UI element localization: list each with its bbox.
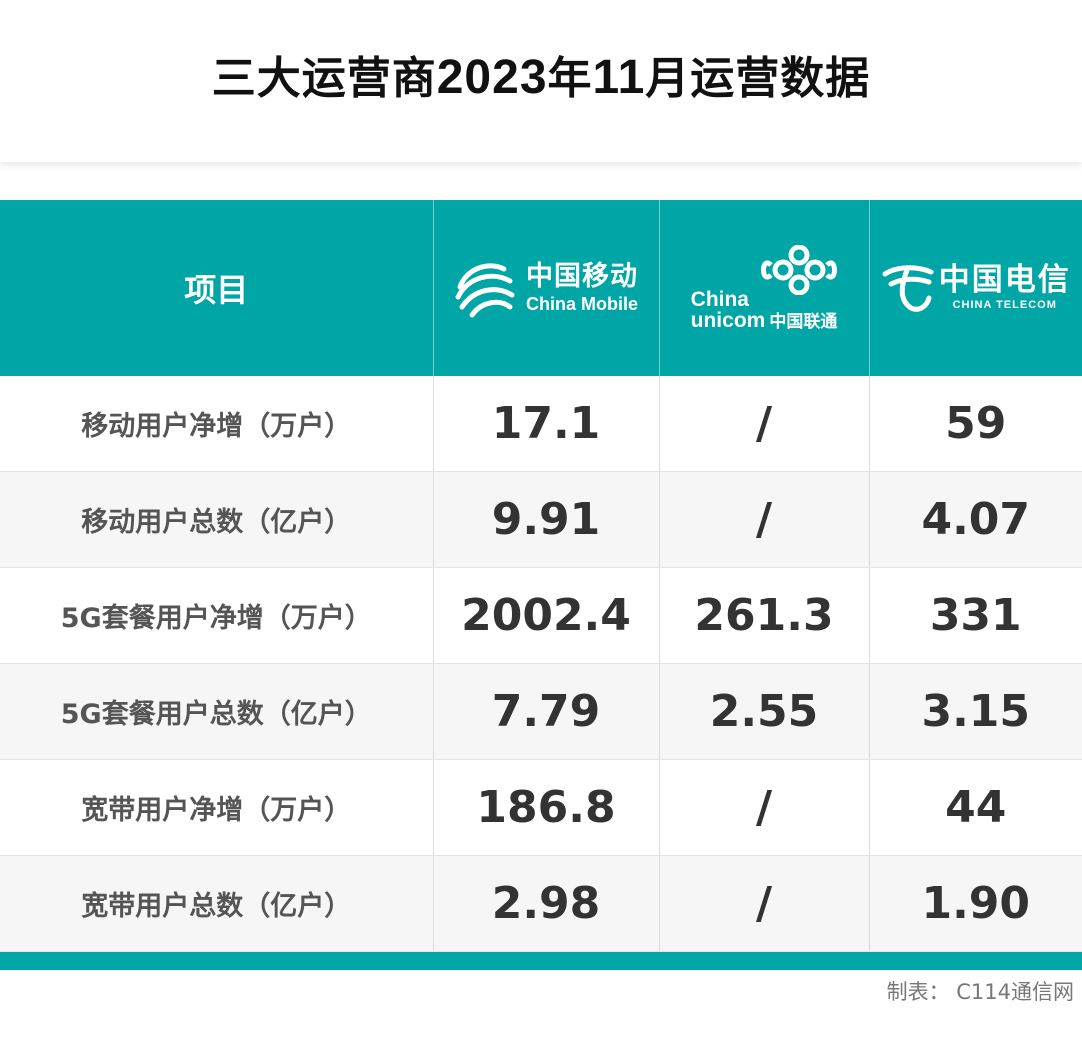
table-row: 5G套餐用户总数（亿户） 7.79 2.55 3.15: [0, 663, 1082, 760]
china-unicom-value: /: [659, 376, 870, 472]
china-telecom-value: 44: [869, 759, 1082, 856]
china-mobile-value: 186.8: [433, 759, 660, 856]
china-unicom-logo-icon: [761, 245, 837, 295]
row-label: 5G套餐用户总数（亿户）: [0, 663, 434, 760]
china-unicom-value: 2.55: [659, 663, 870, 760]
table-row: 移动用户总数（亿户） 9.91 / 4.07: [0, 471, 1082, 568]
china-telecom-value: 1.90: [869, 855, 1082, 952]
china-unicom-en-top: China: [690, 288, 749, 311]
china-unicom-header: China unicom 中国联通: [659, 200, 870, 376]
table-row: 宽带用户总数（亿户） 2.98 / 1.90: [0, 855, 1082, 952]
china-telecom-value: 4.07: [869, 471, 1082, 568]
title-band: 三大运营商2023年11月运营数据: [0, 0, 1082, 162]
china-telecom-value: 59: [869, 376, 1082, 472]
china-mobile-cn-name: 中国移动: [526, 261, 638, 292]
title-month: 11: [592, 51, 646, 104]
row-label: 移动用户净增（万户）: [0, 376, 434, 472]
title-part3: 月运营数据: [645, 53, 871, 104]
source-credit: 制表： C114通信网: [886, 980, 1074, 1004]
row-label: 5G套餐用户净增（万户）: [0, 567, 434, 664]
china-mobile-value: 2002.4: [433, 567, 660, 664]
row-label: 宽带用户总数（亿户）: [0, 855, 434, 952]
china-unicom-en-bottom: unicom: [690, 309, 766, 332]
china-mobile-value: 9.91: [433, 471, 660, 568]
china-unicom-cn-name: 中国联通: [769, 312, 838, 332]
china-telecom-logo-icon: [882, 265, 934, 312]
china-mobile-logo-icon: [455, 263, 515, 318]
china-unicom-value: /: [659, 471, 870, 568]
china-mobile-en-name: China Mobile: [526, 294, 638, 314]
page-title: 三大运营商2023年11月运营数据: [0, 42, 1082, 106]
china-telecom-cn-name: 中国电信: [938, 262, 1071, 298]
table-row: 宽带用户净增（万户） 186.8 / 44: [0, 759, 1082, 856]
china-mobile-logo: 中国移动 China Mobile: [434, 257, 659, 319]
bottom-accent-bar: [0, 952, 1082, 970]
title-year: 2023: [436, 51, 548, 104]
china-mobile-header: 中国移动 China Mobile: [433, 200, 660, 376]
china-unicom-value: /: [659, 855, 870, 952]
china-unicom-value: /: [659, 759, 870, 856]
china-telecom-value: 331: [869, 567, 1082, 664]
china-telecom-en-name: CHINA TELECOM: [952, 299, 1057, 311]
table-header-row: 项目 中国移动 China Mobile: [0, 200, 1082, 376]
title-part2: 年: [547, 53, 593, 104]
china-telecom-header: 中国电信 CHINA TELECOM: [869, 200, 1082, 376]
operator-data-table: 项目 中国移动 China Mobile: [0, 200, 1082, 952]
china-telecom-logo: 中国电信 CHINA TELECOM: [870, 262, 1082, 314]
table-row: 移动用户净增（万户） 17.1 / 59: [0, 376, 1082, 472]
row-label: 移动用户总数（亿户）: [0, 471, 434, 568]
china-unicom-logo: China unicom 中国联通: [660, 245, 869, 331]
china-unicom-value: 261.3: [659, 567, 870, 664]
china-telecom-value: 3.15: [869, 663, 1082, 760]
title-part1: 三大运营商: [211, 53, 437, 104]
table-row: 5G套餐用户净增（万户） 2002.4 261.3 331: [0, 567, 1082, 664]
row-label: 宽带用户净增（万户）: [0, 759, 434, 856]
china-mobile-value: 17.1: [433, 376, 660, 472]
china-mobile-value: 7.79: [433, 663, 660, 760]
china-mobile-value: 2.98: [433, 855, 660, 952]
item-column-header: 项目: [0, 200, 434, 376]
